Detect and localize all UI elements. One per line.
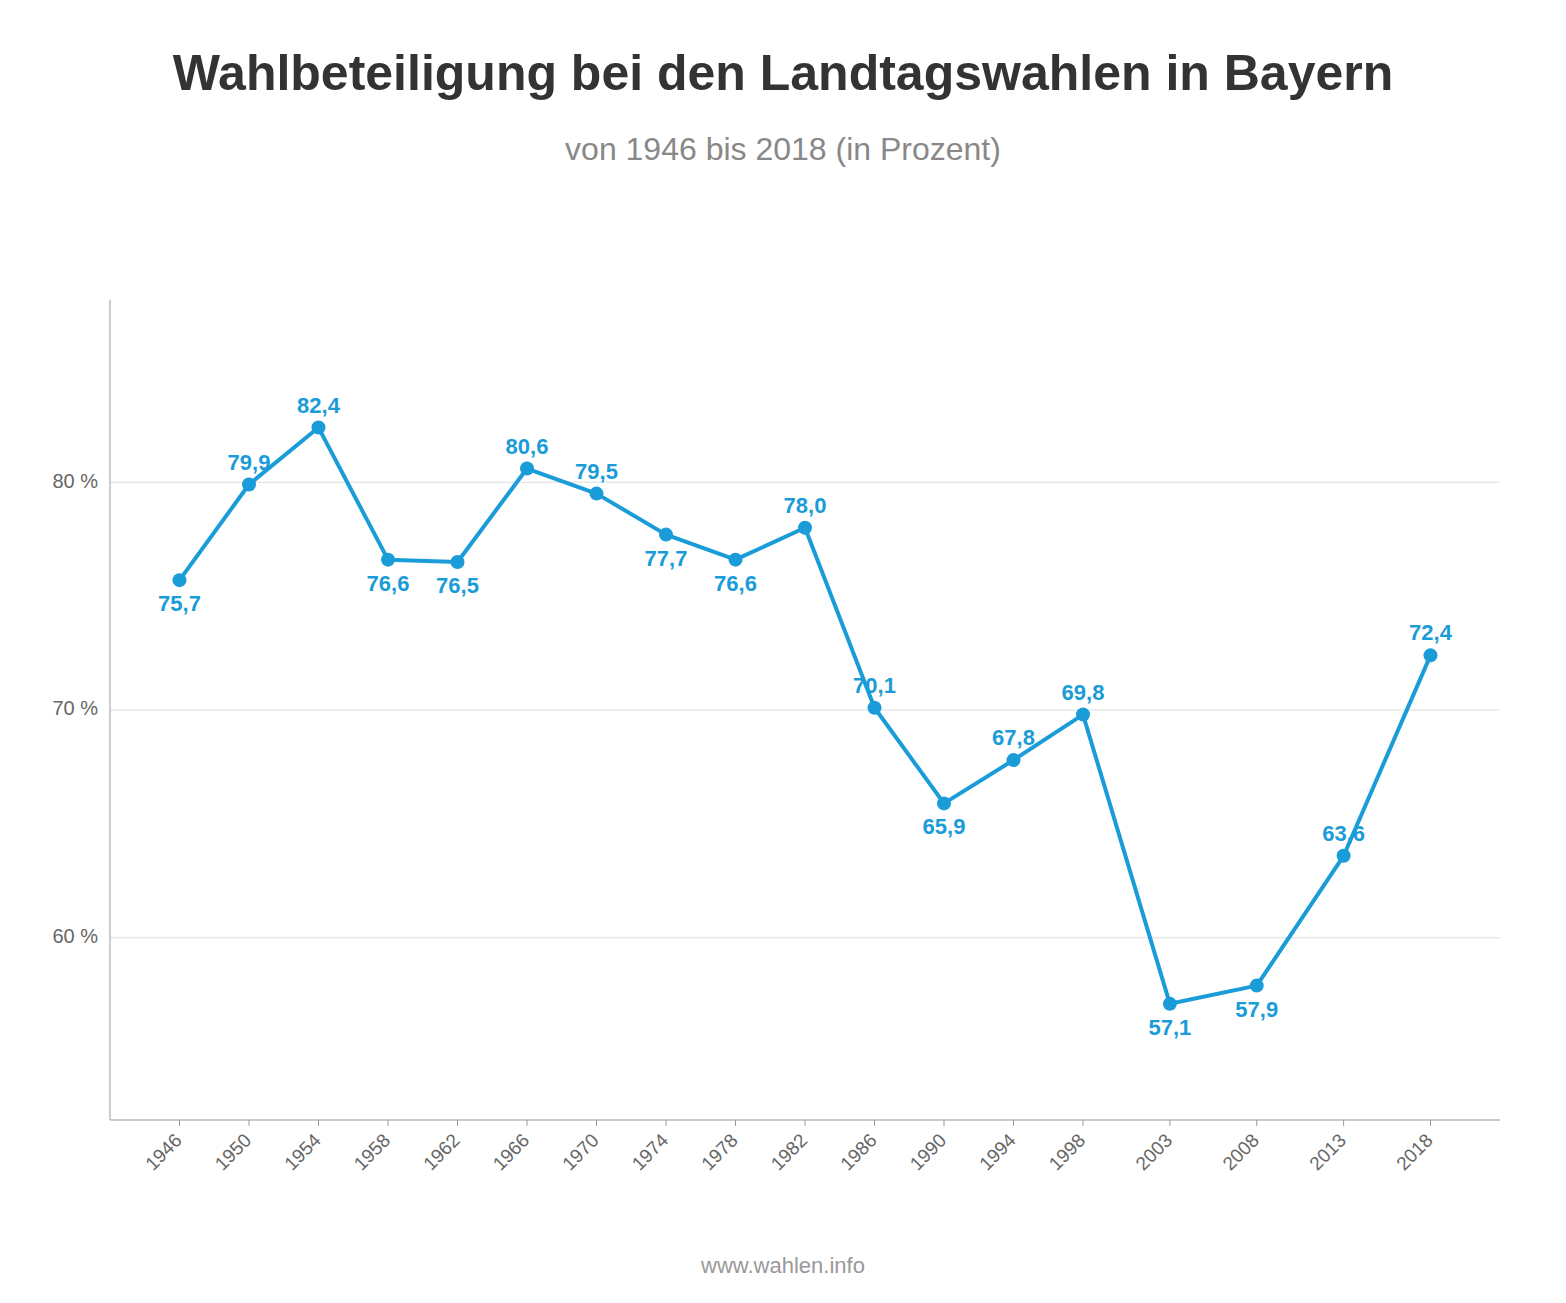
x-tick-label: 2018 — [1392, 1130, 1437, 1175]
data-label: 79,5 — [575, 459, 618, 484]
x-tick — [735, 1120, 736, 1126]
x-tick-label: 1946 — [141, 1130, 186, 1175]
data-label: 67,8 — [992, 725, 1035, 750]
chart: Wahlbeteiligung bei den Landtagswahlen i… — [0, 0, 1566, 1303]
title: Wahlbeteiligung bei den Landtagswahlen i… — [173, 45, 1394, 101]
x-tick-label: 1974 — [628, 1129, 673, 1174]
x-tick — [249, 1120, 250, 1126]
data-label: 75,7 — [158, 591, 201, 616]
footer: www.wahlen.info — [700, 1253, 865, 1278]
data-label: 72,4 — [1409, 620, 1453, 645]
marker — [1424, 648, 1438, 662]
data-label: 80,6 — [506, 434, 549, 459]
x-tick — [388, 1120, 389, 1126]
data-label: 78,0 — [784, 493, 827, 518]
y-tick-label: 60 % — [52, 925, 98, 947]
marker — [1250, 979, 1264, 993]
x-tick-label: 2003 — [1132, 1130, 1177, 1175]
x-tick-label: 1986 — [836, 1130, 881, 1175]
y-tick-label: 70 % — [52, 697, 98, 719]
marker — [1076, 708, 1090, 722]
marker — [451, 555, 465, 569]
x-tick-label: 2008 — [1218, 1130, 1263, 1175]
background — [0, 0, 1566, 1303]
grid-line — [110, 482, 1500, 483]
y-axis-line — [110, 300, 111, 1120]
data-label: 57,9 — [1235, 997, 1278, 1022]
grid-line — [110, 937, 1500, 938]
x-tick-label: 1954 — [280, 1129, 325, 1174]
x-tick — [1256, 1120, 1257, 1126]
x-tick-label: 1962 — [419, 1130, 464, 1175]
x-tick — [596, 1120, 597, 1126]
marker — [590, 487, 604, 501]
data-label: 57,1 — [1148, 1015, 1191, 1040]
x-tick — [1343, 1120, 1344, 1126]
x-tick-label: 1970 — [558, 1130, 603, 1175]
x-tick — [805, 1120, 806, 1126]
x-tick — [179, 1120, 180, 1126]
marker — [520, 462, 534, 476]
marker — [1007, 753, 1021, 767]
data-label: 76,6 — [367, 571, 410, 596]
marker — [1163, 997, 1177, 1011]
x-tick — [457, 1120, 458, 1126]
marker — [798, 521, 812, 535]
marker — [242, 478, 256, 492]
axes: 60 % 70 % 80 % 1946 1950 1954 1958 1962 1966 1970… — [52, 300, 1500, 1174]
x-tick-label: 1958 — [350, 1130, 395, 1175]
series — [173, 421, 1438, 1011]
marker — [381, 553, 395, 567]
data-label: 65,9 — [923, 814, 966, 839]
x-tick — [527, 1120, 528, 1126]
x-tick-label: 1966 — [489, 1130, 534, 1175]
data-label: 82,4 — [297, 393, 341, 418]
marker — [312, 421, 326, 435]
x-tick-label: 1994 — [975, 1129, 1020, 1174]
x-tick — [944, 1120, 945, 1126]
data-label: 69,8 — [1062, 680, 1105, 705]
marker — [868, 701, 882, 715]
x-tick-label: 1982 — [767, 1130, 812, 1175]
data-label: 76,5 — [436, 573, 479, 598]
x-tick — [1083, 1120, 1084, 1126]
y-tick-label: 80 % — [52, 470, 98, 492]
grid-line — [110, 710, 1500, 711]
marker — [173, 573, 187, 587]
x-tick — [1430, 1120, 1431, 1126]
x-tick — [318, 1120, 319, 1126]
x-tick-label: 1978 — [697, 1130, 742, 1175]
marker — [937, 796, 951, 810]
marker — [1337, 849, 1351, 863]
x-tick — [666, 1120, 667, 1126]
x-tick-label: 1950 — [211, 1130, 256, 1175]
data-label: 77,7 — [645, 546, 688, 571]
data-labels: 75,7 79,9 82,4 76,6 76,5 80,6 79,5 77,7 76,6 78,0… — [158, 393, 1453, 1040]
x-tick-label: 2013 — [1305, 1130, 1350, 1175]
marker — [729, 553, 743, 567]
x-tick-label: 1990 — [906, 1130, 951, 1175]
x-tick — [1169, 1120, 1170, 1126]
data-label: 79,9 — [228, 450, 271, 475]
data-label: 70,1 — [853, 673, 896, 698]
marker — [659, 528, 673, 542]
x-tick-label: 1998 — [1045, 1130, 1090, 1175]
data-label: 76,6 — [714, 571, 757, 596]
data-label: 63,6 — [1322, 821, 1365, 846]
subtitle: von 1946 bis 2018 (in Prozent) — [565, 131, 1001, 167]
x-tick — [1013, 1120, 1014, 1126]
x-tick — [874, 1120, 875, 1126]
line — [180, 428, 1431, 1004]
